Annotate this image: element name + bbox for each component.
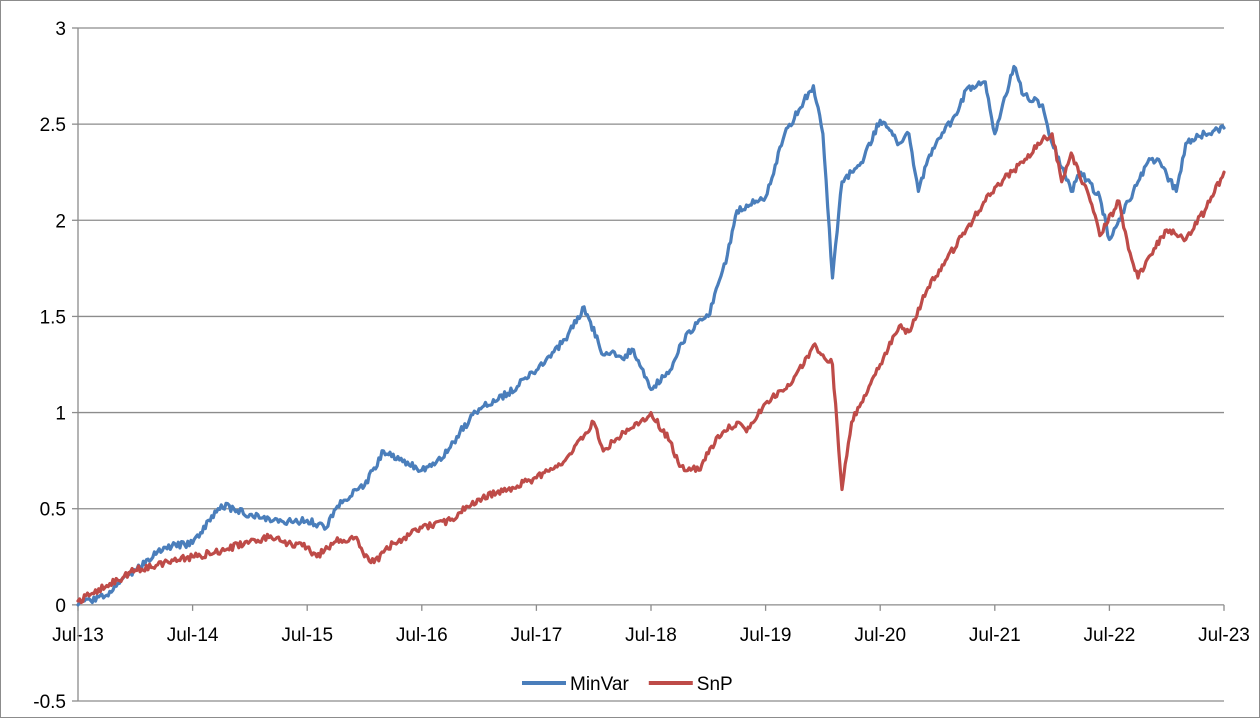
y-tick-label: 2.5 [40,115,66,136]
legend-label: SnP [697,674,733,695]
y-tick-label: 3 [55,19,66,40]
x-tick-label: Jul-17 [511,625,563,646]
x-tick-label: Jul-15 [281,625,333,646]
y-tick-label: 1.5 [40,307,66,328]
series-lines [76,64,1226,607]
x-axis-tick-labels: Jul-13 Jul-14 Jul-15 Jul-16 Jul-17 Jul-18 Jul-… [52,604,1250,646]
y-tick-label: 0.5 [40,500,66,521]
x-tick-label: Jul-20 [854,625,906,646]
axes [77,28,1224,701]
series-line-snp [76,132,1226,605]
gridlines [78,27,1224,702]
y-tick-label: 2 [55,211,66,232]
y-axis-tick-labels: -0.5 0 0.5 1 1.5 2 2.5 3 [33,19,78,713]
x-tick-label: Jul-21 [969,625,1021,646]
y-tick-label: -0.5 [33,692,66,713]
x-tick-label: Jul-23 [1198,625,1250,646]
legend-label: MinVar [570,674,629,695]
y-tick-label: 1 [55,404,66,425]
series-line-minvar [76,64,1226,607]
x-tick-label: Jul-22 [1084,625,1136,646]
x-tick-label: Jul-16 [396,625,448,646]
x-tick-label: Jul-19 [740,625,792,646]
x-tick-label: Jul-14 [167,625,219,646]
y-tick-label: 0 [55,596,66,617]
legend: MinVar SnP [522,674,733,695]
x-tick-label: Jul-18 [625,625,677,646]
